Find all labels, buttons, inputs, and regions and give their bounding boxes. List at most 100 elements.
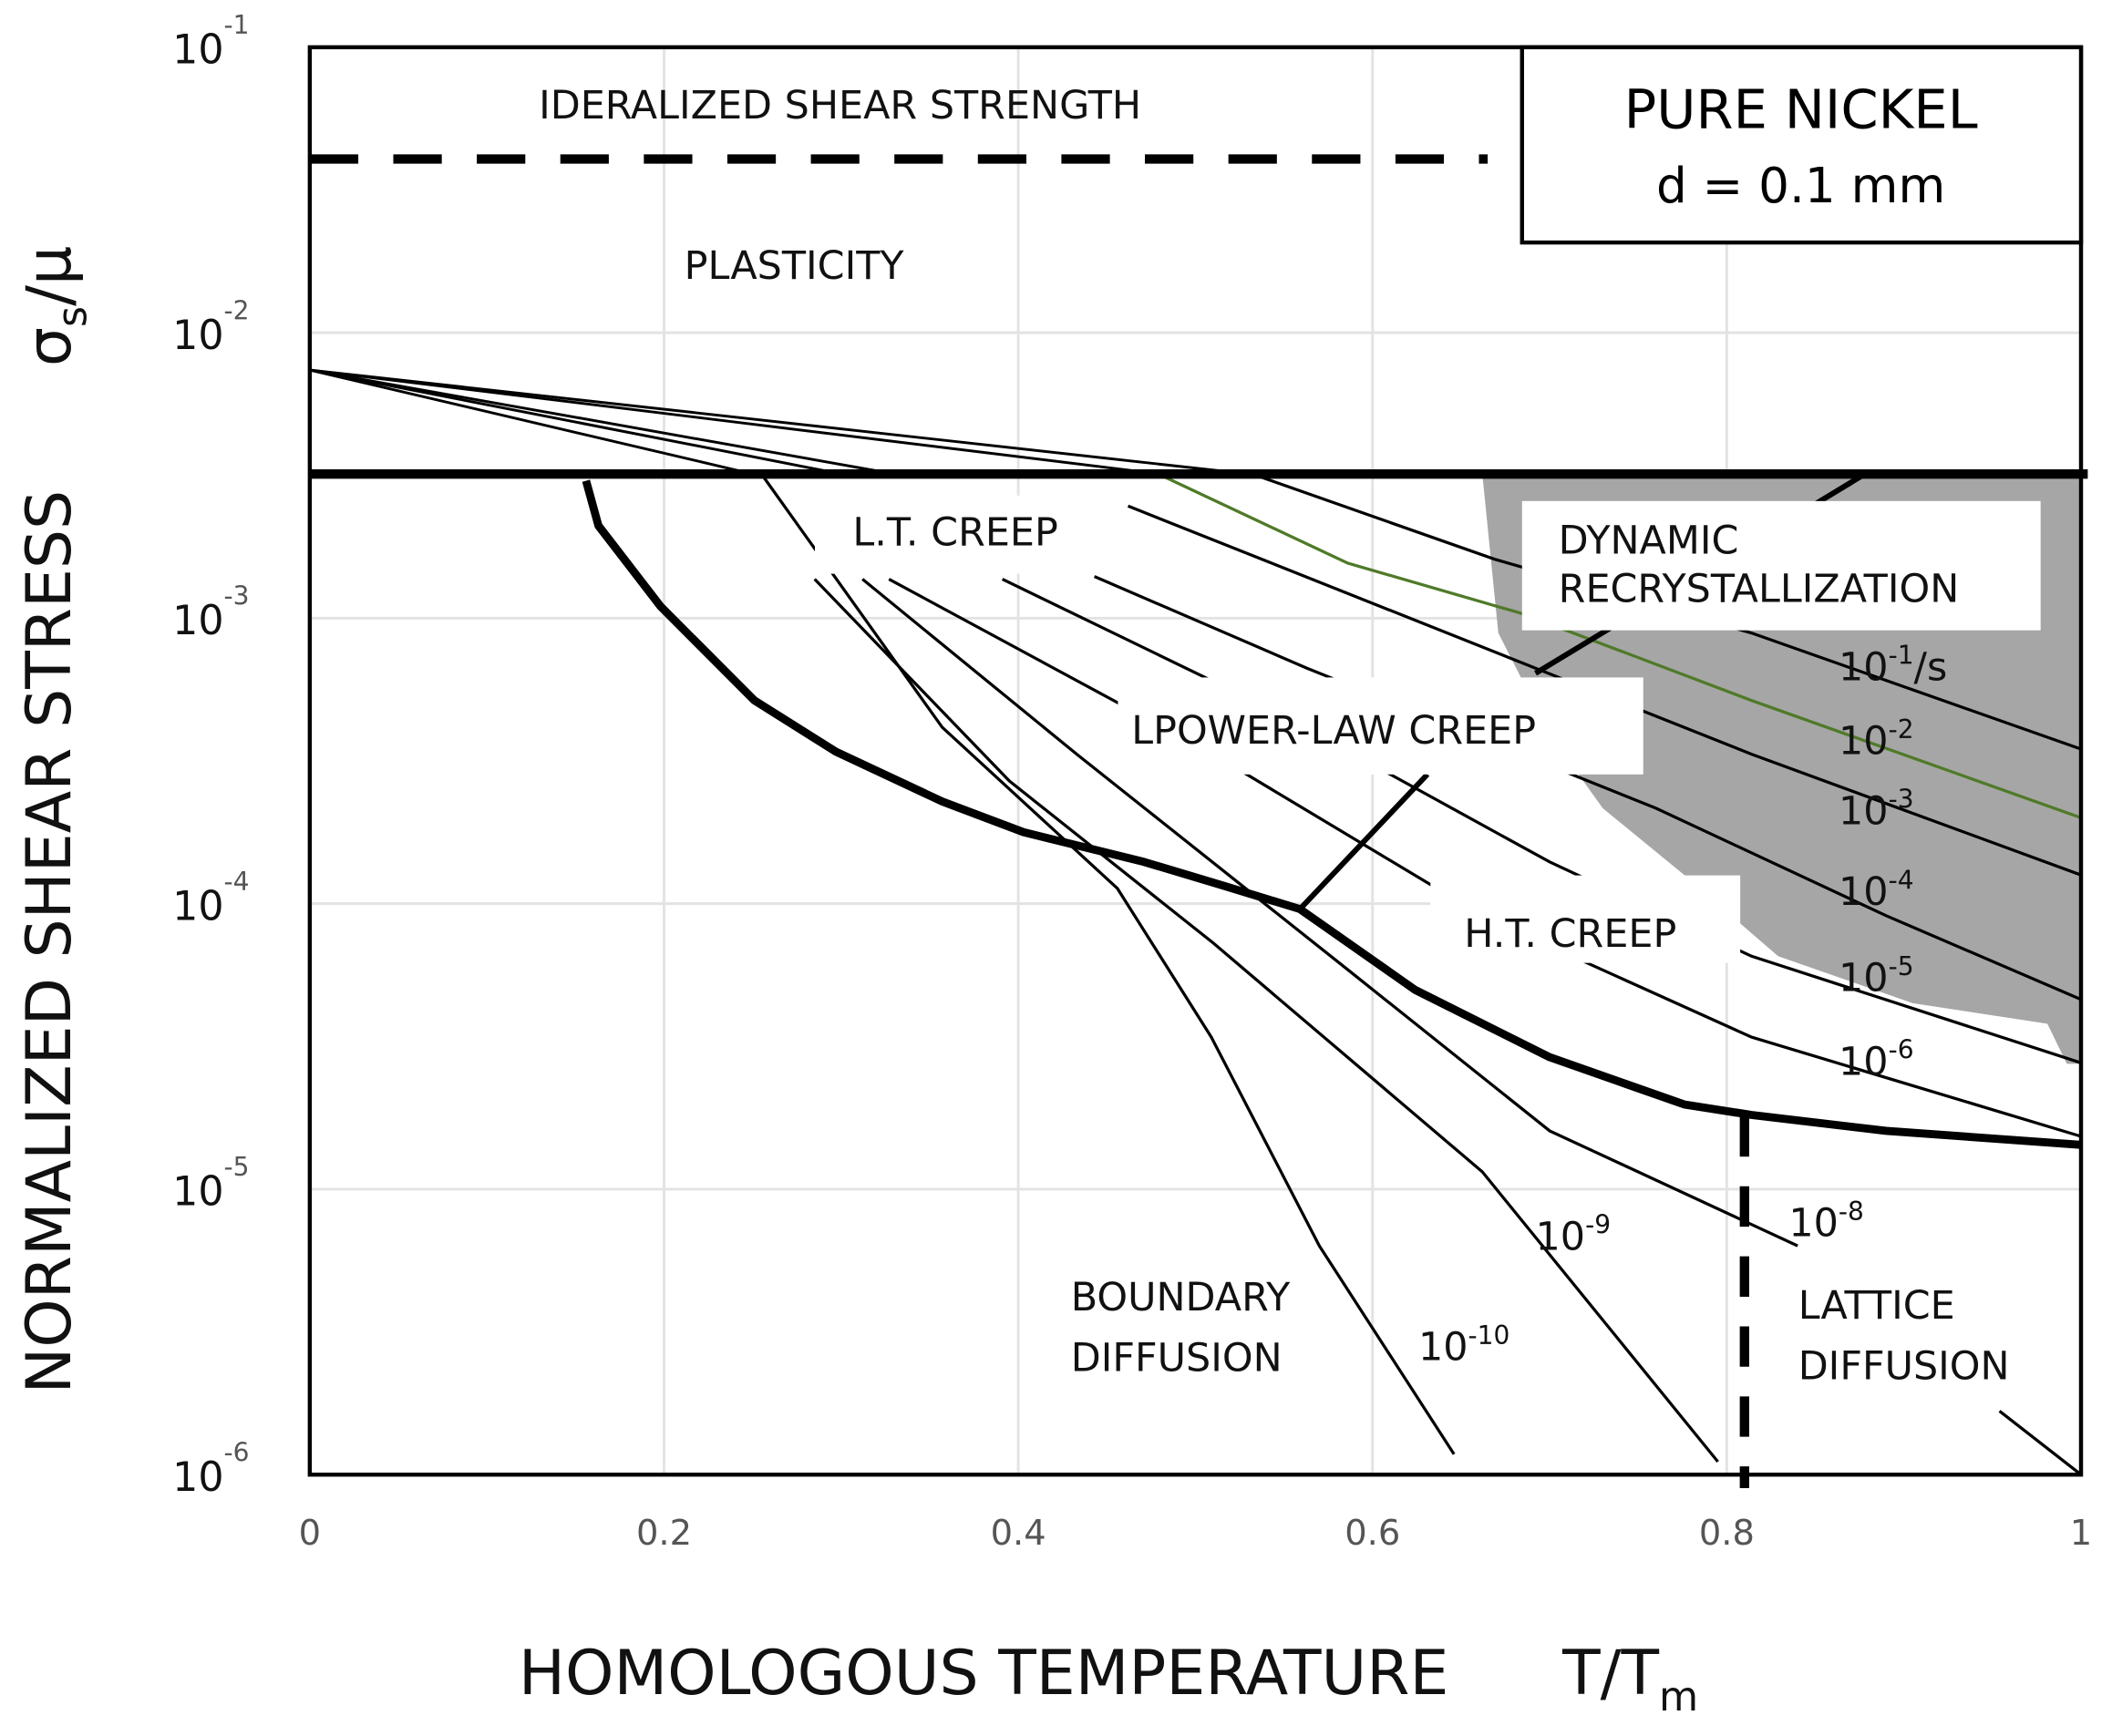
boundary-diffusion-label-line1: BOUNDARY xyxy=(1071,1275,1291,1320)
lt-creep-label-bg xyxy=(814,495,1118,574)
x-symbol-main: T/T xyxy=(1561,1638,1659,1710)
contour-label-base: 10 xyxy=(1839,788,1889,834)
y-tick-exp: -6 xyxy=(224,1437,250,1467)
y-axis-ticks: 10-110-210-310-410-510-6 xyxy=(172,10,249,1501)
contour-label-base: 10 xyxy=(1536,1214,1586,1259)
plasticity-label-bg xyxy=(673,229,970,297)
contour-label-1: 10-1/s xyxy=(1839,641,1947,691)
y-symbol-sigma: σ xyxy=(14,327,86,366)
lattice-diffusion-label-line2: DIFFUSION xyxy=(1798,1343,2010,1389)
drx-label-line2: RECRYSTALLIZATION xyxy=(1559,567,1960,612)
y-tick-exp: -5 xyxy=(224,1152,250,1182)
ideal-shear-strength-label: IDERALIZED SHEAR STRENGTH xyxy=(539,83,1141,128)
plasticity-contour-line xyxy=(309,368,1160,476)
strain-rate-contour--4 xyxy=(1093,575,2082,1002)
drx-label-line1: DYNAMIC xyxy=(1559,518,1739,563)
y-tick-base: 10 xyxy=(172,883,223,930)
contour-label-8: 10-8 xyxy=(1788,1197,1864,1247)
contour-label-base: 10 xyxy=(1418,1325,1468,1371)
contour-label-base: 10 xyxy=(1839,869,1889,915)
contour-label-exp: -3 xyxy=(1889,785,1914,815)
ht-creep-label: H.T. CREEP xyxy=(1464,911,1676,957)
y-tick-label: 10-6 xyxy=(172,1437,249,1501)
power-law-creep-label: LPOWER-LAW CREEP xyxy=(1131,708,1536,754)
y-tick-base: 10 xyxy=(172,313,223,359)
contour-label-exp: -4 xyxy=(1889,865,1914,895)
strain-rate-contour--9 xyxy=(813,578,1719,1464)
contour-label-exp: -10 xyxy=(1468,1320,1510,1351)
contour-label-3: 10-3 xyxy=(1839,785,1914,835)
contour-label-exp: -9 xyxy=(1585,1210,1611,1240)
plasticity-contour-line xyxy=(309,368,1249,476)
plasticity-contour-line xyxy=(309,368,754,476)
contour-label-exp: -1 xyxy=(1889,641,1914,671)
info-box: PURE NICKEL d = 0.1 mm xyxy=(1520,45,2084,245)
lt-creep-label: L.T. CREEP xyxy=(852,510,1057,556)
strain-rate-contour--2 xyxy=(1157,472,2082,819)
contour-label-exp: -2 xyxy=(1889,714,1914,745)
plasticity-contour-line xyxy=(309,368,842,476)
y-tick-label: 10-5 xyxy=(172,1152,249,1216)
x-tick-label: 0.8 xyxy=(1699,1513,1755,1554)
contour-label-6: 10-6 xyxy=(1839,1035,1914,1085)
contour-label-10: 10-10 xyxy=(1418,1320,1509,1371)
x-symbol-sub: m xyxy=(1659,1674,1698,1721)
contour-label-base: 10 xyxy=(1839,956,1889,1002)
y-tick-exp: -2 xyxy=(224,295,250,325)
contour-label-base: 10 xyxy=(1788,1201,1839,1247)
contour-label-exp: -5 xyxy=(1889,951,1914,981)
info-box-subtitle: d = 0.1 mm xyxy=(1656,158,1945,214)
y-tick-base: 10 xyxy=(172,27,223,74)
y-symbol-sub: s xyxy=(50,306,97,327)
ht-creep-label-bg xyxy=(1430,875,1741,963)
y-axis-symbol: σs/μ xyxy=(14,246,97,366)
lattice-diffusion-label-line1: LATTICE xyxy=(1798,1283,1955,1329)
lt-ht-creep-boundary xyxy=(1297,772,1430,911)
contour-label-exp: -8 xyxy=(1839,1197,1864,1227)
power-law-label-bg xyxy=(1118,677,1643,775)
contour-label-base: 10 xyxy=(1839,1039,1889,1084)
y-tick-label: 10-1 xyxy=(172,10,249,74)
contour-labels: 10-1/s 10-2 10-3 10-4 10-5 10-6 10-8 10-… xyxy=(1418,641,1947,1371)
x-axis-symbol: T/Tm xyxy=(1561,1638,1698,1721)
region-labels: IDERALIZED SHEAR STRENGTH PLASTICITY L.T… xyxy=(539,83,2010,1389)
y-tick-base: 10 xyxy=(172,598,223,644)
contour-label-5: 10-5 xyxy=(1839,951,1914,1002)
plasticity-contour-line xyxy=(309,368,895,476)
x-tick-label: 0.4 xyxy=(991,1513,1046,1554)
strain-rate-contour--8 xyxy=(861,578,1798,1248)
info-box-title: PURE NICKEL xyxy=(1624,78,1978,141)
plot-frame xyxy=(307,45,2084,1477)
strain-rate-contour--5 xyxy=(1001,578,2082,1064)
y-tick-base: 10 xyxy=(172,1169,223,1216)
plasticity-label: PLASTICITY xyxy=(685,243,905,289)
contour-label-unit: /s xyxy=(1914,644,1948,690)
diffusion-boundary-line xyxy=(582,479,2082,1149)
y-tick-exp: -3 xyxy=(224,581,250,611)
x-tick-label: 0.6 xyxy=(1344,1513,1400,1554)
y-tick-base: 10 xyxy=(172,1454,223,1501)
y-tick-exp: -4 xyxy=(224,867,250,897)
contour-label-base: 10 xyxy=(1839,719,1889,765)
x-axis-title: HOMOLOGOUS TEMPERATURE xyxy=(519,1638,1449,1710)
y-axis-title: NORMALIZED SHEAR STRESS xyxy=(14,490,86,1394)
x-tick-label: 1 xyxy=(2070,1513,2092,1554)
y-tick-label: 10-3 xyxy=(172,581,249,645)
label-backgrounds xyxy=(673,229,2041,963)
strain-rate-contour--10 xyxy=(760,473,1456,1455)
strain-rate-contour--3 xyxy=(1127,504,2082,877)
x-tick-label: 0 xyxy=(299,1513,321,1554)
y-symbol-tail: /μ xyxy=(14,246,86,306)
y-tick-label: 10-4 xyxy=(172,867,249,930)
x-tick-label: 0.2 xyxy=(636,1513,692,1554)
boundary-diffusion-label-line2: DIFFUSION xyxy=(1071,1335,1283,1381)
contour-label-4: 10-4 xyxy=(1839,865,1914,915)
info-box-frame xyxy=(1520,45,2084,245)
contour-label-9: 10-9 xyxy=(1536,1210,1612,1260)
plot-lines xyxy=(309,154,2088,1488)
drx-label-bg xyxy=(1521,500,2041,631)
x-axis-ticks: 0 0.2 0.4 0.6 0.8 1 xyxy=(299,1513,2093,1554)
grid xyxy=(309,46,2082,1475)
y-tick-label: 10-2 xyxy=(172,295,249,359)
